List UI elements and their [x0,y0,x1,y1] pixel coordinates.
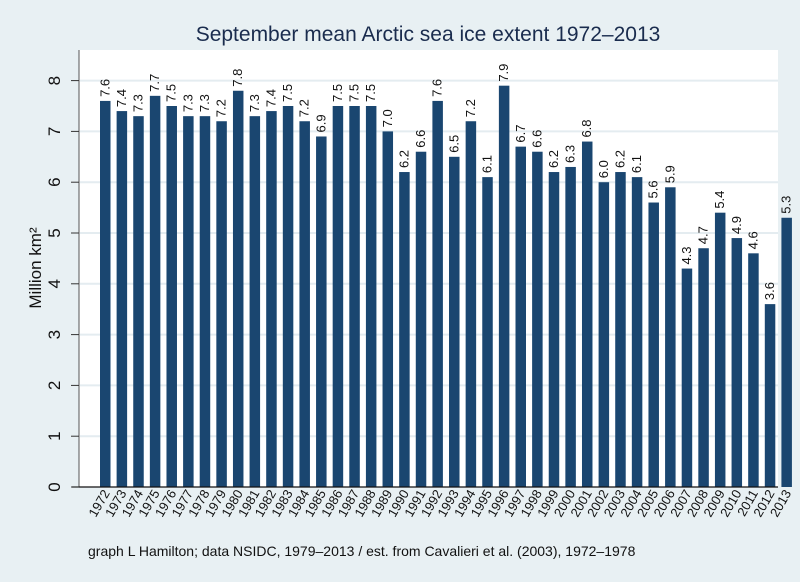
bar [581,141,593,487]
data-label: 7.6 [430,79,445,97]
bar [133,116,144,487]
bar [415,151,427,487]
bar [731,238,743,487]
data-label: 6.1 [480,155,495,173]
bar [714,212,726,487]
bar [199,116,211,487]
data-label: 6.7 [513,125,528,143]
bar [598,182,610,487]
y-tick-label: 5 [45,228,64,237]
bar [482,177,493,487]
bar [665,187,676,487]
data-label: 5.4 [712,191,727,209]
bar [399,172,410,488]
chart-caption: graph L Hamilton; data NSIDC, 1979–2013 … [88,543,636,559]
y-axis-label: Million km² [26,227,45,309]
y-tick-label: 3 [45,330,64,339]
bar [631,177,643,487]
data-label: 7.7 [147,74,162,92]
chart-title: September mean Arctic sea ice extent 197… [196,23,661,46]
bar [266,111,277,487]
bar [249,116,261,487]
bar [183,116,194,487]
bar [781,217,792,487]
data-label: 7.6 [97,79,112,97]
bar [565,166,576,487]
data-label: 7.2 [297,99,312,117]
y-tick-label: 0 [45,482,64,491]
y-tick-label: 1 [45,431,64,440]
data-label: 7.3 [247,94,262,112]
y-tick-label: 6 [45,177,64,186]
data-label: 7.3 [197,94,212,112]
data-label: 7.0 [380,109,395,127]
data-label: 6.8 [579,119,594,137]
data-label: 6.0 [596,160,611,178]
bar [166,106,177,487]
bar [498,85,510,488]
data-label: 7.5 [363,84,378,102]
bar [349,106,360,487]
bar [100,100,111,488]
data-label: 6.5 [446,135,461,153]
data-label: 6.2 [546,150,561,168]
data-label: 7.8 [230,69,245,87]
bar [149,95,161,487]
bar [681,268,693,487]
data-label: 7.5 [164,84,179,102]
data-label: 4.3 [679,246,694,264]
data-label: 6.9 [313,114,328,132]
y-tick-label: 4 [45,279,64,288]
data-label: 6.3 [563,145,578,163]
data-label: 7.4 [114,89,129,107]
data-label: 4.6 [745,231,760,249]
y-tick-label: 2 [45,381,64,390]
bar [764,304,776,487]
bar [615,172,626,488]
bar [432,100,443,488]
data-label: 5.9 [662,165,677,183]
plot-area [79,50,778,487]
bar [515,146,526,487]
data-label: 4.7 [696,226,711,244]
data-label: 4.9 [729,216,744,234]
bar [548,172,560,488]
y-tick-label: 7 [45,127,64,136]
bar [532,151,543,487]
bar [648,202,659,487]
data-label: 6.6 [529,130,544,148]
data-label: 7.4 [263,89,278,107]
bar [449,156,460,488]
data-label: 7.3 [180,94,195,112]
bar [232,90,244,487]
data-label: 6.2 [612,150,627,168]
bar [116,111,128,487]
data-label: 7.5 [347,84,362,102]
data-label: 5.3 [779,196,794,214]
bar [316,136,327,488]
data-label: 6.6 [413,130,428,148]
data-label: 7.5 [330,84,345,102]
bar [465,121,477,488]
bar [282,106,294,487]
data-label: 7.9 [496,64,511,82]
bar [216,121,227,488]
data-label: 6.2 [396,150,411,168]
data-label: 7.2 [214,99,229,117]
bar [382,131,394,487]
data-label: 6.1 [629,155,644,173]
data-label: 3.6 [762,282,777,300]
bar [365,106,377,487]
data-label: 7.3 [130,94,145,112]
data-label: 7.2 [463,99,478,117]
y-tick-label: 8 [45,76,64,85]
bar [299,121,310,488]
bar [332,106,344,487]
bar [748,253,759,487]
data-label: 5.6 [646,180,661,198]
data-label: 7.5 [280,84,295,102]
bar [698,248,709,487]
